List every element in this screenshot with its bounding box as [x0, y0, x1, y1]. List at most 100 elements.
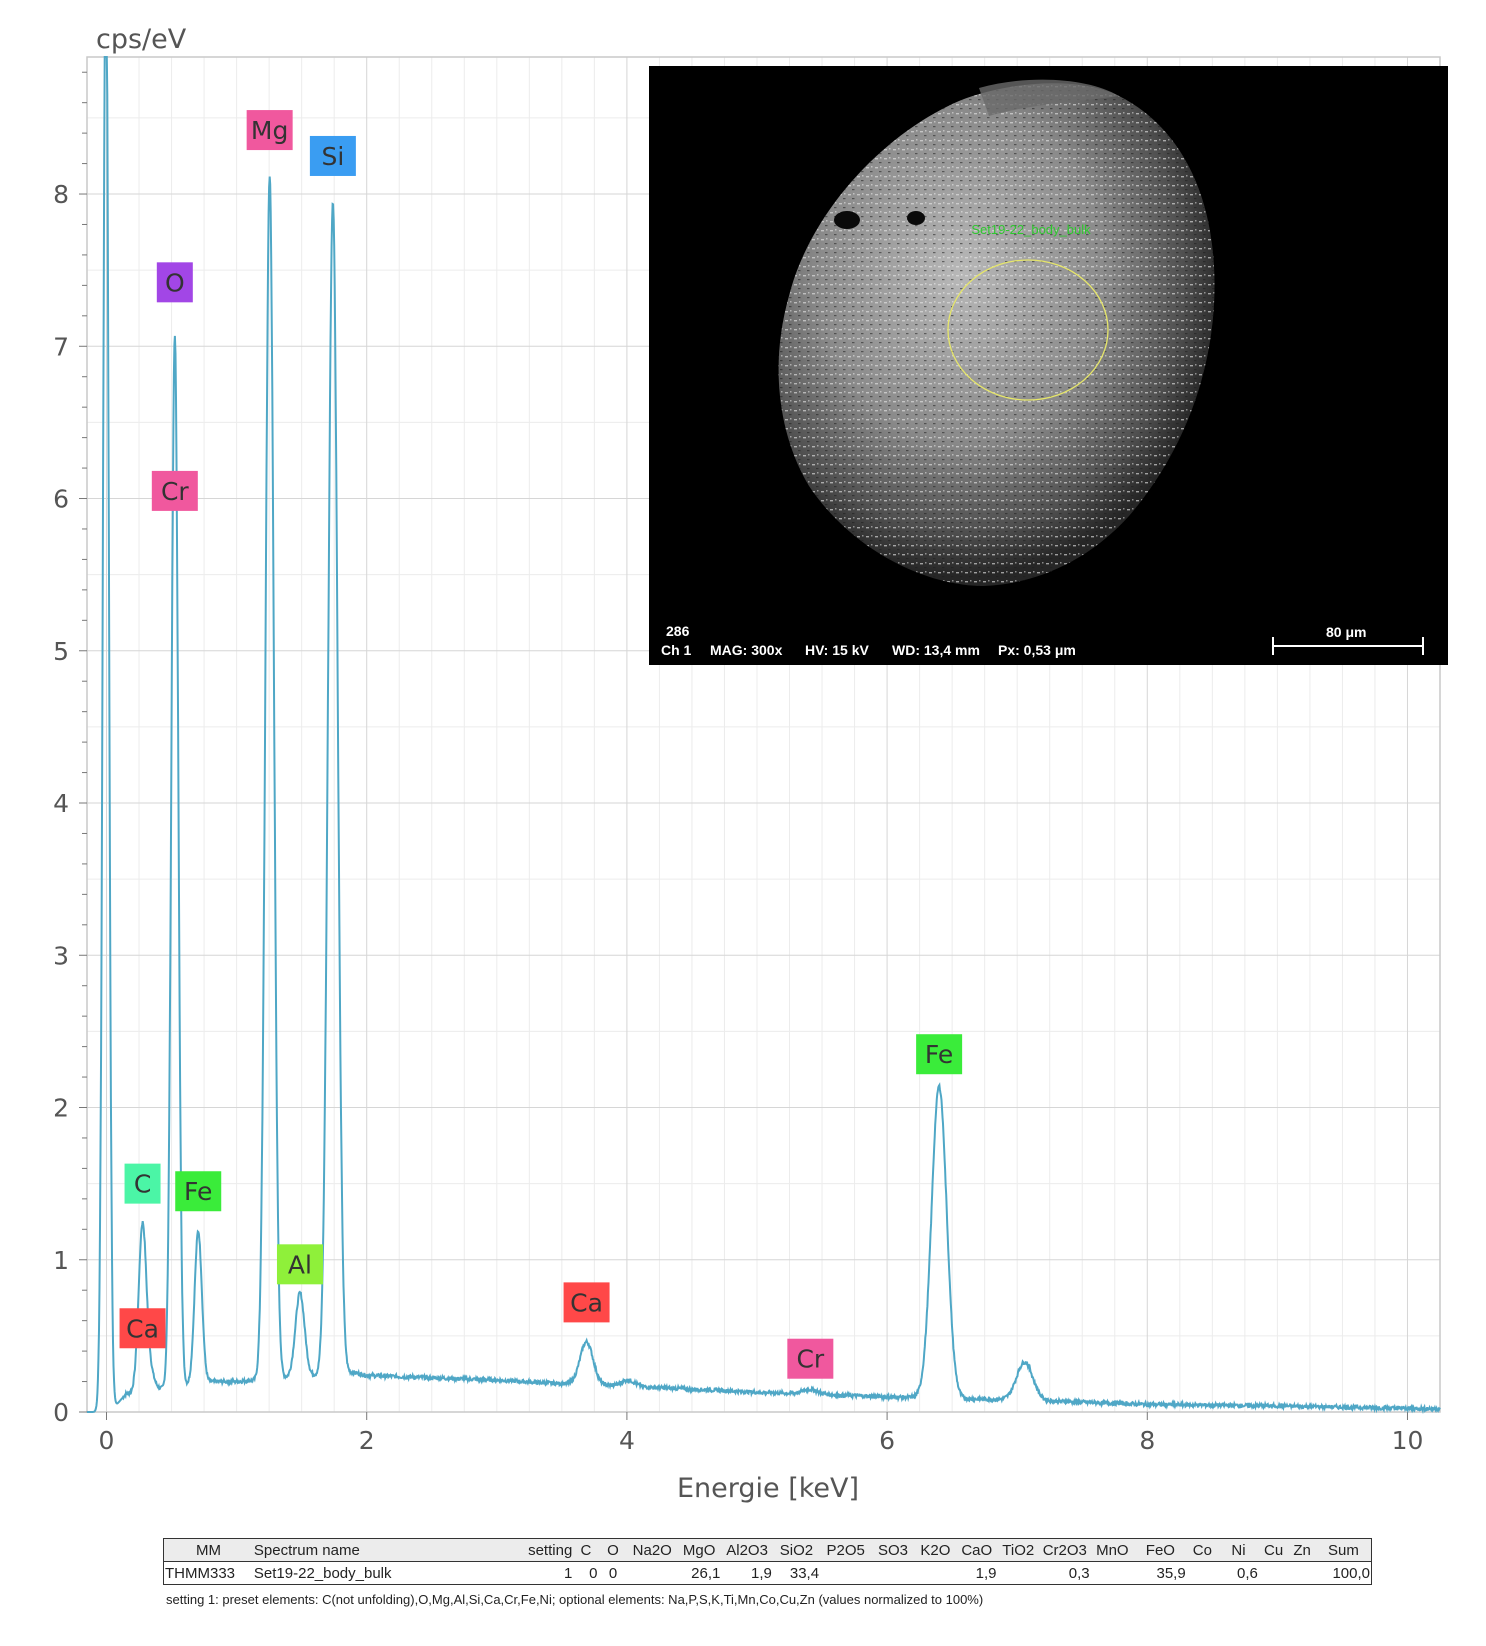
y-minor-ticks [79, 71, 87, 1413]
composition-table: MM Spectrum name setting C O Na2O MgO Al2O3 SiO2… [163, 1538, 1372, 1585]
table-header-cell: setting [528, 1541, 573, 1559]
peak-label-box [276, 1244, 323, 1285]
peak-label-box [309, 135, 356, 176]
table-header-cell: Na2O [632, 1541, 672, 1559]
scale-bar-label: 80 μm [1326, 624, 1367, 640]
table-cell [628, 1562, 677, 1585]
table-cell: 0 [608, 1564, 618, 1582]
table-header-row: MM Spectrum name setting C O Na2O MgO Al2O3 SiO2… [163, 1538, 1372, 1562]
peak-label-fe: Fe [916, 1034, 963, 1075]
peak-label-text: Si [321, 142, 344, 171]
y-tick-label: 6 [53, 485, 69, 514]
table-header-cell: MM [195, 1541, 221, 1559]
table-cell: 26,1 [691, 1564, 721, 1582]
table-cell: 33,4 [789, 1564, 820, 1582]
table-header-cell: Zn [1293, 1541, 1311, 1559]
peak-label-fe: Fe [175, 1171, 222, 1212]
channel-label: Ch 1 [661, 642, 692, 658]
table-cell [1187, 1562, 1218, 1585]
x-tick-label: 8 [1139, 1426, 1155, 1455]
x-tick-label: 2 [359, 1426, 375, 1455]
minor-gridlines [87, 57, 1441, 1412]
table-cell [915, 1562, 956, 1585]
peak-label-box [563, 1282, 610, 1323]
analysis-region-circle [947, 259, 1109, 401]
peak-label-box [124, 1163, 161, 1204]
x-axis-label: Energie [keV] [677, 1473, 859, 1504]
table-cell: 1,9 [975, 1564, 997, 1582]
peak-label-text: Cr [796, 1345, 824, 1374]
table-cell [820, 1562, 871, 1585]
table-header-cell: Cr2O3 [1042, 1541, 1087, 1559]
table-cell: 100,0 [1332, 1564, 1370, 1582]
table-cell: 0 [589, 1564, 598, 1582]
table-header-cell: Al2O3 [726, 1541, 768, 1559]
table-header-cell: TiO2 [1002, 1541, 1035, 1559]
peak-label-mg: Mg [246, 110, 293, 151]
peak-labels: Mg Si O Cr C Fe Al Ca Ca Cr Fe [119, 110, 963, 1379]
peak-label-ca: Ca [119, 1308, 166, 1349]
peak-label-box [151, 470, 198, 511]
x-tick-label: 0 [99, 1426, 115, 1455]
peak-label-box [119, 1308, 166, 1349]
x-tick-label: 10 [1392, 1426, 1424, 1455]
magnification-label: MAG: 300x [710, 642, 783, 658]
table-header-cell: SO3 [878, 1541, 909, 1559]
table-cell [997, 1562, 1039, 1585]
table-cell [871, 1562, 914, 1585]
spectrum-series-line [87, 56, 1441, 1415]
table-cell [1259, 1562, 1288, 1585]
table-header-cell: Sum [1327, 1541, 1359, 1559]
peak-label-text: C [134, 1170, 151, 1199]
peak-label-al: Al [276, 1244, 323, 1285]
peak-label-box [916, 1034, 963, 1075]
table-header-cell: Spectrum name [253, 1541, 360, 1559]
table-header-cell: Ni [1231, 1541, 1246, 1559]
table-header-cell: C [580, 1541, 592, 1559]
y-tick-label: 2 [53, 1094, 69, 1123]
table-header-cell: MgO [682, 1541, 716, 1559]
peak-label-box [175, 1171, 222, 1212]
table-cell [1288, 1562, 1315, 1585]
pixel-size-label: Px: 0,53 μm [998, 642, 1076, 658]
y-tick-label: 4 [53, 789, 69, 818]
table-cell [1091, 1562, 1134, 1585]
table-footnote: setting 1: preset elements: C(not unfold… [166, 1592, 984, 1607]
peak-label-text: Fe [925, 1040, 953, 1069]
peak-label-text: Ca [570, 1288, 603, 1317]
table-header-cell: FeO [1145, 1541, 1175, 1559]
table-header-cell: SiO2 [779, 1541, 814, 1559]
table-header-cell: MnO [1096, 1541, 1129, 1559]
table-header-cell: CaO [961, 1541, 993, 1559]
peak-label-si: Si [309, 135, 356, 176]
x-tick-label: 4 [619, 1426, 635, 1455]
table-header-cell: P2O5 [826, 1541, 865, 1559]
table-header-cell: Cu [1264, 1541, 1284, 1559]
table-header-cell: Co [1192, 1541, 1212, 1559]
table-row: THMM333 Set19-22_body_bulk 1 0 0 26,1 1,9 33,4 1… [164, 1562, 1372, 1585]
x-tick-label: 6 [879, 1426, 895, 1455]
peak-label-text: Ca [126, 1314, 159, 1343]
y-tick-labels: 0 1 2 3 4 5 6 7 8 [53, 180, 69, 1427]
peak-label-text: Cr [161, 477, 189, 506]
table-cell: 0,6 [1237, 1564, 1258, 1582]
peak-label-box [246, 110, 293, 151]
peak-label-ca: Ca [563, 1282, 610, 1323]
y-tick-label: 0 [53, 1398, 69, 1427]
peak-label-text: O [165, 268, 185, 297]
peak-label-c: C [124, 1163, 161, 1204]
peak-label-box [156, 262, 193, 303]
y-tick-label: 8 [53, 180, 69, 209]
y-axis-label: cps/eV [96, 24, 187, 55]
working-distance-label: WD: 13,4 mm [892, 642, 980, 658]
table-cell: 1,9 [750, 1564, 772, 1582]
peak-label-cr: Cr [151, 470, 198, 511]
sem-micrograph: Set19-22_body_bulk [778, 79, 1424, 655]
x-tick-labels: 0 2 4 6 8 10 [99, 1412, 1424, 1455]
table-header-cell: K2O [920, 1541, 951, 1559]
peak-label-cr: Cr [787, 1338, 834, 1379]
voltage-label: HV: 15 kV [805, 642, 869, 658]
y-tick-label: 1 [53, 1246, 69, 1275]
y-tick-label: 5 [53, 637, 69, 666]
analysis-region-label: Set19-22_body_bulk [971, 222, 1091, 237]
